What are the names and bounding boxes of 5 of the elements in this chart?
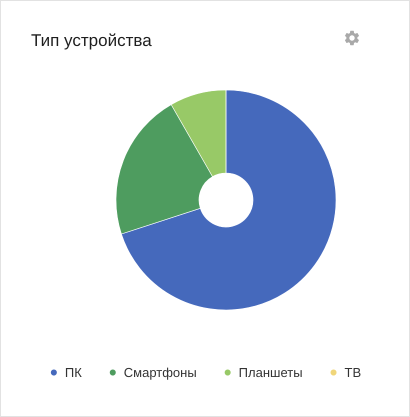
chart-title: Тип устройства (31, 31, 152, 50)
legend-label: Смартфоны (124, 365, 197, 380)
legend-label: ТВ (344, 365, 362, 380)
legend-label: Планшеты (238, 365, 303, 380)
legend-label: ПК (64, 365, 82, 380)
